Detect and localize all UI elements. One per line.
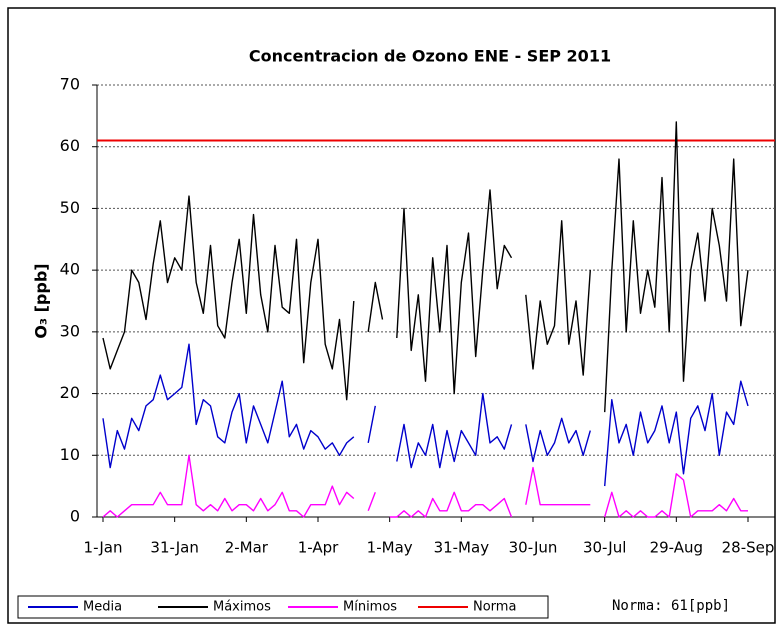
x-tick-label: 1-Apr <box>298 539 339 557</box>
legend-label: Norma <box>473 600 516 615</box>
x-tick-label: 29-Aug <box>650 539 703 557</box>
y-tick-label: 40 <box>60 260 80 279</box>
series-line <box>102 454 748 518</box>
x-tick-label: 1-Jan <box>84 539 123 557</box>
series-line <box>102 343 749 487</box>
legend <box>17 595 549 619</box>
y-tick-label: 10 <box>60 445 80 464</box>
series-line <box>102 121 749 413</box>
y-tick-label: 50 <box>60 198 80 217</box>
x-tick-label: 28-Sep <box>722 539 775 557</box>
x-tick-label: 31-May <box>434 539 490 557</box>
x-tick-label: 30-Jun <box>509 539 558 557</box>
y-tick-label: 0 <box>70 507 80 526</box>
x-tick-label: 1-May <box>367 539 413 557</box>
x-tick-label: 2-Mar <box>225 539 269 557</box>
y-tick-label: 60 <box>60 136 80 155</box>
legend-label: Media <box>83 600 122 615</box>
legend-label: Mínimos <box>343 600 397 615</box>
annotation: Norma: 61[ppb] <box>612 598 730 614</box>
frame <box>7 7 776 624</box>
y-tick-label: 70 <box>60 75 80 94</box>
y-tick-label: 30 <box>60 321 80 340</box>
y-tick-label: 20 <box>60 383 80 402</box>
y-axis-label: O₃ [ppb] <box>32 263 51 338</box>
x-tick-label: 30-Jul <box>583 539 626 557</box>
legend-label: Máximos <box>213 600 271 615</box>
chart-title: Concentracion de Ozono ENE - SEP 2011 <box>249 47 611 66</box>
x-tick-label: 31-Jan <box>150 539 198 557</box>
